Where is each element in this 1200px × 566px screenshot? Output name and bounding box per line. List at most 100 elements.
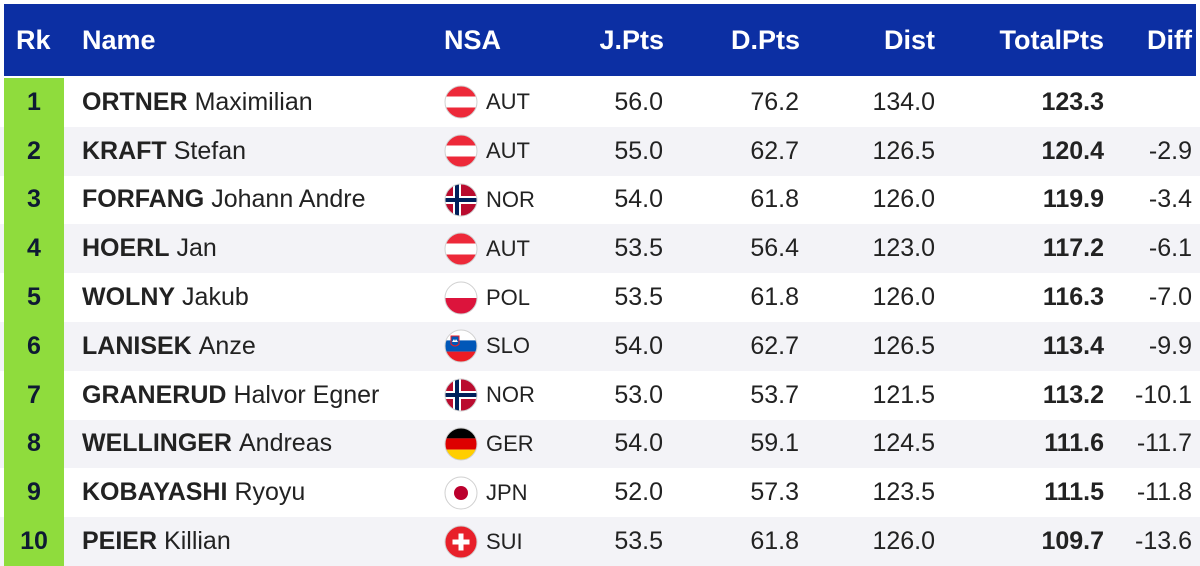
total-points: 111.5	[1044, 478, 1104, 507]
total-points: 111.6	[1044, 429, 1104, 458]
athlete-surname: KOBAYASHI	[82, 478, 228, 507]
athlete-given-name: Ryoyu	[234, 478, 306, 507]
athlete-surname: WELLINGER	[82, 429, 232, 458]
nsa-code: NOR	[486, 186, 535, 212]
athlete-given-name: Halvor Egner	[233, 380, 380, 409]
athlete-name[interactable]: ORTNER Maximilian	[82, 78, 313, 127]
points-difference: -6.1	[1148, 234, 1192, 263]
distance-points: 61.8	[750, 527, 799, 556]
athlete-name[interactable]: WELLINGER Andreas	[82, 420, 332, 469]
athlete-surname: WOLNY	[82, 283, 176, 312]
rank-cell: 3	[4, 175, 64, 225]
nsa-code: JPN	[486, 479, 528, 505]
points-difference: -13.6	[1135, 527, 1192, 556]
nsa-cell: AUT	[444, 224, 530, 273]
athlete-given-name: Johann Andre	[211, 185, 366, 214]
table-row[interactable]: 1 ORTNER Maximilian AUT 56.0 76.2 134.0 123.3	[0, 78, 1200, 127]
total-points: 116.3	[1042, 283, 1104, 312]
header-total-points[interactable]: Total Pts	[999, 4, 1104, 76]
rank-cell: 7	[4, 370, 64, 420]
total-points: 119.9	[1042, 185, 1104, 214]
table-row[interactable]: 8 WELLINGER Andreas GER 54.0 59.1 124.5 111.6 -1…	[0, 419, 1200, 469]
points-difference: -7.0	[1148, 283, 1192, 312]
points-difference: -11.8	[1136, 478, 1192, 507]
rank-cell: 1	[4, 78, 64, 127]
athlete-name[interactable]: LANISEK Anze	[82, 322, 256, 371]
header-name[interactable]: Name	[82, 24, 156, 55]
table-row[interactable]: 3 FORFANG Johann Andre NOR 54.0 61.8 126.0 119.…	[0, 175, 1200, 225]
nsa-code: NOR	[486, 382, 535, 408]
athlete-name[interactable]: WOLNY Jakub	[82, 273, 249, 322]
rank-cell: 2	[4, 126, 64, 176]
athlete-surname: LANISEK	[82, 331, 192, 360]
athlete-name[interactable]: HOERL Jan	[82, 224, 217, 273]
total-points: 117.2	[1042, 234, 1104, 263]
athlete-given-name: Maximilian	[194, 87, 313, 116]
table-body: 1 ORTNER Maximilian AUT 56.0 76.2 134.0 123.3 2 K…	[0, 78, 1200, 566]
nsa-cell: NOR	[444, 176, 535, 225]
table-row[interactable]: 6 LANISEK Anze SLO 54.0 62.7 126.5 113.4 -9.9	[0, 321, 1200, 371]
distance: 124.5	[872, 429, 935, 458]
norway-flag-icon	[444, 378, 478, 412]
judge-points: 55.0	[614, 136, 663, 165]
header-rank[interactable]: Rk	[16, 24, 51, 55]
athlete-name[interactable]: KOBAYASHI Ryoyu	[82, 468, 305, 517]
nsa-code: SLO	[486, 333, 531, 359]
table-row[interactable]: 4 HOERL Jan AUT 53.5 56.4 123.0 117.2 -6.1	[0, 224, 1200, 274]
rank-cell: 10	[4, 517, 64, 566]
athlete-given-name: Stefan	[173, 136, 246, 165]
table-row[interactable]: 5 WOLNY Jakub POL 53.5 61.8 126.0 116.3 -7.0	[0, 273, 1200, 322]
nsa-cell: AUT	[444, 127, 530, 176]
nsa-code: SUI	[486, 528, 523, 554]
distance-points: 61.8	[750, 185, 799, 214]
switzerland-flag-icon	[444, 525, 478, 559]
header-total-line2: Pts	[1061, 24, 1104, 55]
nsa-code: GER	[486, 430, 534, 456]
table-row[interactable]: 2 KRAFT Stefan AUT 55.0 62.7 126.5 120.4 -2.9	[0, 126, 1200, 176]
header-diff[interactable]: Diff	[1147, 24, 1192, 55]
table-header: Rk Name NSA J.Pts D.Pts Dist Total Pts Di…	[4, 4, 1196, 76]
nsa-cell: AUT	[444, 78, 530, 127]
judge-points: 54.0	[614, 331, 663, 360]
nsa-cell: NOR	[444, 371, 535, 420]
austria-flag-icon	[444, 134, 478, 168]
athlete-given-name: Killian	[164, 527, 231, 556]
total-points: 120.4	[1041, 136, 1104, 165]
total-points: 113.4	[1042, 331, 1104, 360]
nsa-cell: SLO	[444, 322, 530, 371]
athlete-given-name: Anze	[198, 331, 256, 360]
judge-points: 56.0	[614, 87, 663, 116]
athlete-name[interactable]: KRAFT Stefan	[82, 127, 246, 176]
athlete-surname: HOERL	[82, 234, 170, 263]
nsa-cell: GER	[444, 420, 534, 469]
nsa-code: POL	[486, 284, 531, 310]
germany-flag-icon	[444, 427, 478, 461]
distance-points: 61.8	[750, 283, 799, 312]
distance-points: 62.7	[750, 136, 799, 165]
athlete-name[interactable]: FORFANG Johann Andre	[82, 176, 366, 225]
athlete-name[interactable]: PEIER Killian	[82, 517, 231, 566]
distance-points: 53.7	[750, 380, 799, 409]
judge-points: 54.0	[614, 185, 663, 214]
points-difference: -3.4	[1148, 185, 1192, 214]
points-difference: -10.1	[1135, 380, 1192, 409]
header-distance[interactable]: Dist	[883, 24, 935, 55]
distance-points: 56.4	[750, 234, 799, 263]
header-nsa[interactable]: NSA	[444, 24, 502, 55]
distance: 126.0	[872, 185, 935, 214]
table-row[interactable]: 9 KOBAYASHI Ryoyu JPN 52.0 57.3 123.5 111.5 -11.…	[0, 468, 1200, 518]
judge-points: 53.5	[614, 283, 663, 312]
athlete-surname: PEIER	[82, 527, 158, 556]
athlete-given-name: Jakub	[182, 283, 249, 312]
rank-cell: 6	[4, 321, 64, 371]
table-row[interactable]: 7 GRANERUD Halvor Egner NOR 53.0 53.7 121.5 113…	[0, 370, 1200, 420]
distance: 123.0	[872, 234, 935, 263]
points-difference: -2.9	[1148, 136, 1192, 165]
judge-points: 53.5	[614, 527, 663, 556]
header-judge-points[interactable]: J.Pts	[599, 24, 664, 55]
table-row[interactable]: 10 PEIER Killian SUI 53.5 61.8 126.0 109.7 -13.6	[0, 517, 1200, 566]
header-distance-points[interactable]: D.Pts	[730, 24, 800, 55]
rank-cell: 4	[4, 224, 64, 274]
athlete-name[interactable]: GRANERUD Halvor Egner	[82, 371, 379, 420]
